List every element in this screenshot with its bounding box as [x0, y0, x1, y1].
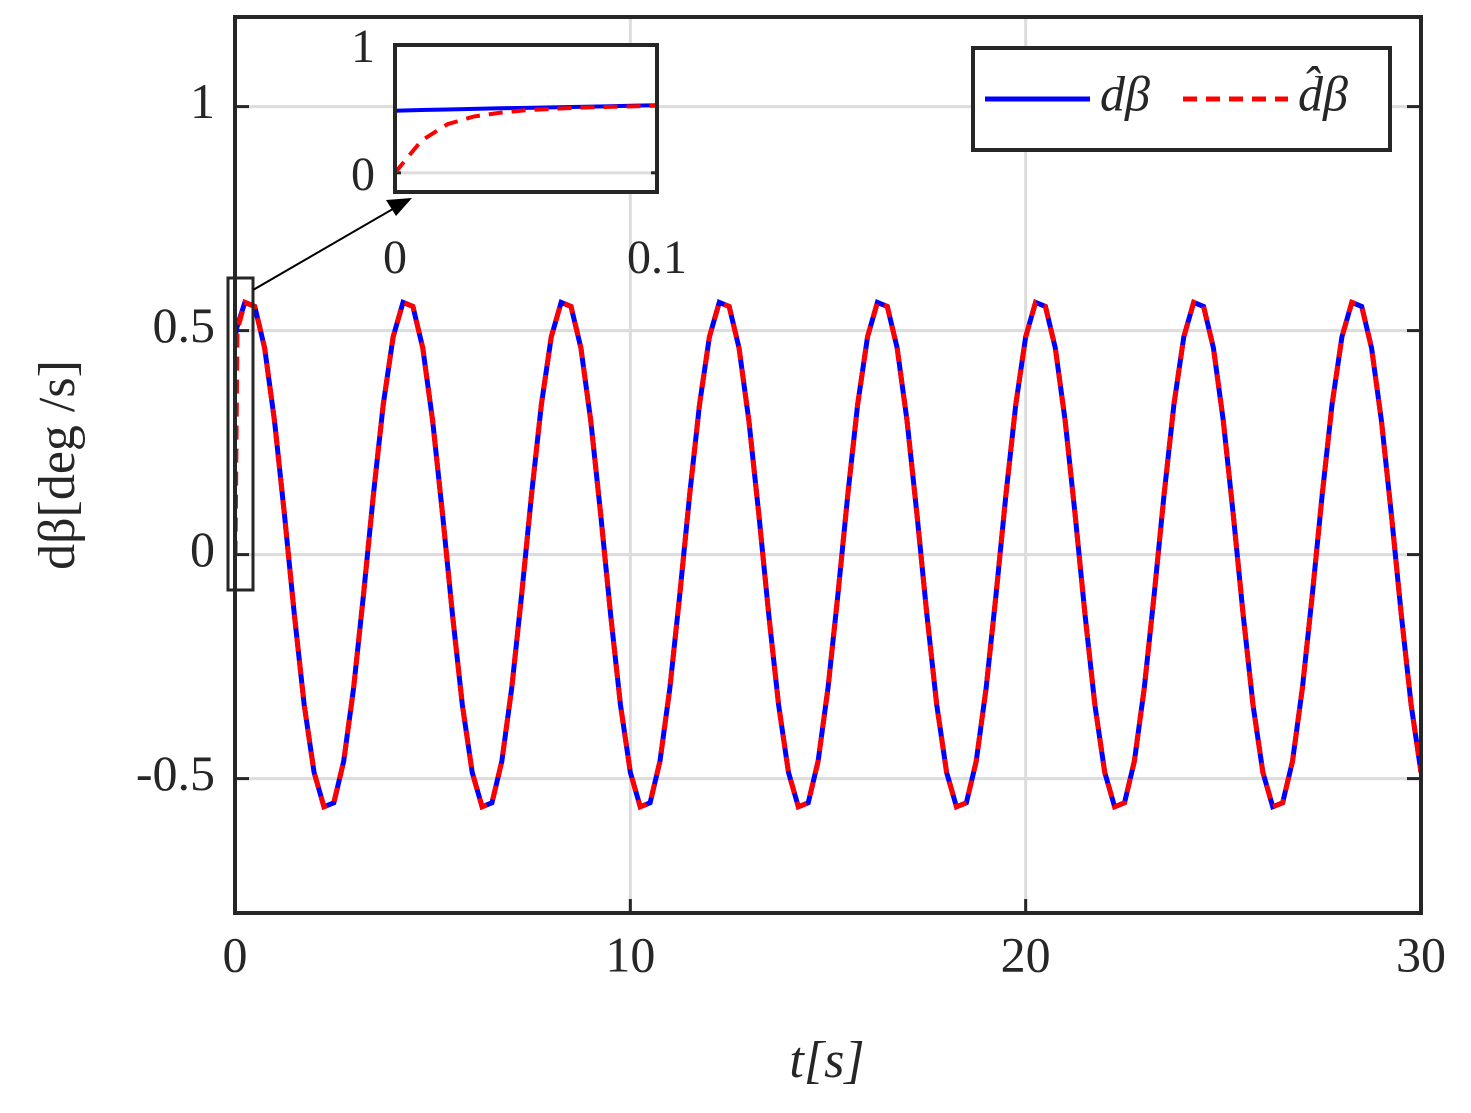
x-tick-label: 0.1: [627, 231, 687, 284]
y-tick-label: 0: [190, 521, 215, 577]
zoom-arrow: [252, 205, 399, 291]
x-tick-label: 0: [383, 231, 407, 284]
y-tick-label: -0.5: [136, 745, 215, 801]
legend-label: d̂β: [1298, 64, 1348, 121]
x-tick-label: 10: [605, 926, 655, 982]
zoom-region: [226, 276, 255, 592]
data-line: [235, 299, 1421, 811]
y-tick-label: 1: [351, 20, 375, 73]
arrow-head: [386, 198, 412, 216]
y-tick-label: 1: [190, 73, 215, 129]
x-tick-label: 30: [1396, 926, 1446, 982]
x-tick-label: 0: [223, 926, 248, 982]
axes-box: [233, 15, 1423, 915]
y-axis-label: dβ[deg /s]: [29, 360, 86, 570]
legend: dβ d̂β: [971, 46, 1392, 152]
x-tick-label: 20: [1001, 926, 1051, 982]
x-axis-label: t[s]: [789, 1032, 864, 1089]
y-tick-label: 0.5: [153, 297, 216, 353]
axes-box: [393, 43, 659, 194]
legend-label: dβ: [1100, 65, 1150, 121]
y-tick-label: 0: [351, 148, 375, 201]
data-line: [395, 103, 657, 175]
plot-background: [395, 45, 657, 192]
